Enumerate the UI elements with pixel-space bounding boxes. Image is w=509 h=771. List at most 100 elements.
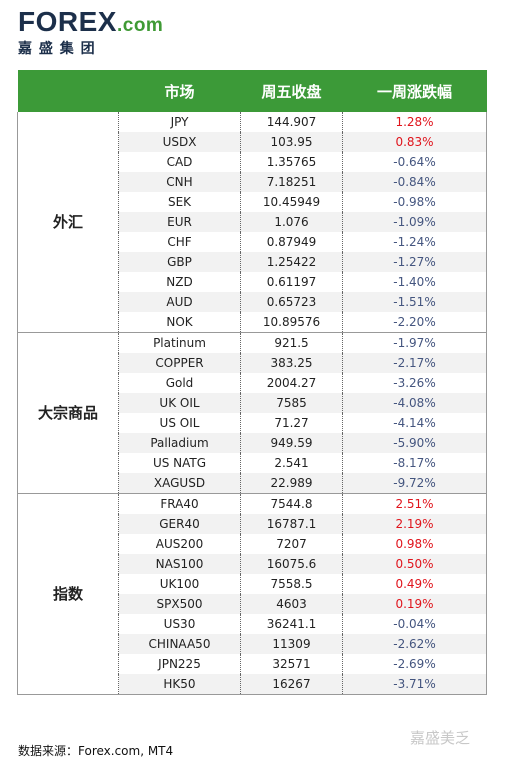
market: EUR bbox=[118, 212, 241, 232]
market: Gold bbox=[118, 373, 241, 393]
close-price: 103.95 bbox=[240, 132, 343, 152]
table-row: NAS100 16075.6 0.50% bbox=[18, 554, 487, 574]
close-price: 16075.6 bbox=[240, 554, 343, 574]
table-row: CAD 1.35765 -0.64% bbox=[18, 152, 487, 172]
close-price: 7585 bbox=[240, 393, 343, 413]
table-row: SEK 10.45949 -0.98% bbox=[18, 192, 487, 212]
table-row: GER40 16787.1 2.19% bbox=[18, 514, 487, 534]
group-label: 指数 bbox=[17, 493, 119, 695]
close-price: 10.45949 bbox=[240, 192, 343, 212]
weekly-change: -2.17% bbox=[342, 353, 487, 373]
close-price: 4603 bbox=[240, 594, 343, 614]
market: NAS100 bbox=[118, 554, 241, 574]
close-price: 32571 bbox=[240, 654, 343, 674]
close-price: 949.59 bbox=[240, 433, 343, 453]
weekly-change: -3.71% bbox=[342, 674, 487, 695]
close-price: 22.989 bbox=[240, 473, 343, 494]
brand-name: FOREX bbox=[18, 6, 117, 37]
close-price: 16787.1 bbox=[240, 514, 343, 534]
table-row: AUD 0.65723 -1.51% bbox=[18, 292, 487, 312]
market: SPX500 bbox=[118, 594, 241, 614]
market: CHF bbox=[118, 232, 241, 252]
close-price: 0.65723 bbox=[240, 292, 343, 312]
weekly-change: -0.98% bbox=[342, 192, 487, 212]
weekly-change: 0.19% bbox=[342, 594, 487, 614]
market: GBP bbox=[118, 252, 241, 272]
table-row: CNH 7.18251 -0.84% bbox=[18, 172, 487, 192]
table-row: UK OIL 7585 -4.08% bbox=[18, 393, 487, 413]
group-label: 外汇 bbox=[17, 112, 119, 333]
weekly-change: 0.50% bbox=[342, 554, 487, 574]
weekly-change: -2.20% bbox=[342, 312, 487, 333]
table-row: 指数 FRA40 7544.8 2.51% bbox=[17, 493, 487, 695]
market: JPN225 bbox=[118, 654, 241, 674]
table-row: AUS200 7207 0.98% bbox=[18, 534, 487, 554]
market: Palladium bbox=[118, 433, 241, 453]
table-row: COPPER 383.25 -2.17% bbox=[18, 353, 487, 373]
close-price: 36241.1 bbox=[240, 614, 343, 634]
market: CHINAA50 bbox=[118, 634, 241, 654]
weekly-change: -1.09% bbox=[342, 212, 487, 232]
market: SEK bbox=[118, 192, 241, 212]
weekly-change: -1.97% bbox=[342, 332, 487, 353]
close-price: 71.27 bbox=[240, 413, 343, 433]
table-row: XAGUSD 22.989 -9.72% bbox=[18, 473, 487, 494]
header-cell: 一周涨跌幅 bbox=[342, 70, 487, 112]
header-cell: 周五收盘 bbox=[240, 70, 343, 112]
market: US30 bbox=[118, 614, 241, 634]
weekly-change: 0.83% bbox=[342, 132, 487, 152]
weekly-change: -0.64% bbox=[342, 152, 487, 172]
market: USDX bbox=[118, 132, 241, 152]
table-row: 大宗商品 Platinum 921.5 -1.97% bbox=[17, 332, 487, 494]
weekly-change: 1.28% bbox=[342, 112, 487, 132]
close-price: 921.5 bbox=[240, 332, 343, 353]
market: NOK bbox=[118, 312, 241, 333]
weekly-change: 0.49% bbox=[342, 574, 487, 594]
market-table: 市场 周五收盘 一周涨跌幅 外汇 JPY 144.907 1.28% USDX 103.9… bbox=[17, 70, 487, 695]
weekly-change: -2.69% bbox=[342, 654, 487, 674]
table-row: UK100 7558.5 0.49% bbox=[18, 574, 487, 594]
table-row: EUR 1.076 -1.09% bbox=[18, 212, 487, 232]
market: XAGUSD bbox=[118, 473, 241, 494]
watermark: 嘉盛美乏 bbox=[410, 729, 471, 747]
weekly-change: -3.26% bbox=[342, 373, 487, 393]
table-row: CHINAA50 11309 -2.62% bbox=[18, 634, 487, 654]
market: UK100 bbox=[118, 574, 241, 594]
table-row: JPN225 32571 -2.69% bbox=[18, 654, 487, 674]
market: CNH bbox=[118, 172, 241, 192]
table-row: SPX500 4603 0.19% bbox=[18, 594, 487, 614]
header-cell: 市场 bbox=[118, 70, 241, 112]
table-row: US30 36241.1 -0.04% bbox=[18, 614, 487, 634]
logo: FOREX.com 嘉 盛 集 团 bbox=[18, 6, 163, 58]
market: GER40 bbox=[118, 514, 241, 534]
weekly-change: 0.98% bbox=[342, 534, 487, 554]
table-row: Gold 2004.27 -3.26% bbox=[18, 373, 487, 393]
table-row: NOK 10.89576 -2.20% bbox=[18, 312, 487, 333]
market: HK50 bbox=[118, 674, 241, 695]
table-row: HK50 16267 -3.71% bbox=[18, 674, 487, 695]
table-row: CHF 0.87949 -1.24% bbox=[18, 232, 487, 252]
weekly-change: 2.51% bbox=[342, 493, 487, 514]
close-price: 144.907 bbox=[240, 112, 343, 132]
market: COPPER bbox=[118, 353, 241, 373]
brand-subtitle: 嘉 盛 集 团 bbox=[18, 41, 96, 57]
close-price: 7558.5 bbox=[240, 574, 343, 594]
market: AUS200 bbox=[118, 534, 241, 554]
close-price: 383.25 bbox=[240, 353, 343, 373]
close-price: 11309 bbox=[240, 634, 343, 654]
close-price: 1.076 bbox=[240, 212, 343, 232]
weekly-change: -0.04% bbox=[342, 614, 487, 634]
close-price: 2.541 bbox=[240, 453, 343, 473]
close-price: 2004.27 bbox=[240, 373, 343, 393]
close-price: 1.25422 bbox=[240, 252, 343, 272]
table-row: US OIL 71.27 -4.14% bbox=[18, 413, 487, 433]
close-price: 10.89576 bbox=[240, 312, 343, 333]
market: UK OIL bbox=[118, 393, 241, 413]
table-row: Palladium 949.59 -5.90% bbox=[18, 433, 487, 453]
brand-suffix: .com bbox=[116, 15, 164, 36]
weekly-change: -5.90% bbox=[342, 433, 487, 453]
weekly-change: 2.19% bbox=[342, 514, 487, 534]
header-blank bbox=[17, 70, 119, 112]
table-row: US NATG 2.541 -8.17% bbox=[18, 453, 487, 473]
